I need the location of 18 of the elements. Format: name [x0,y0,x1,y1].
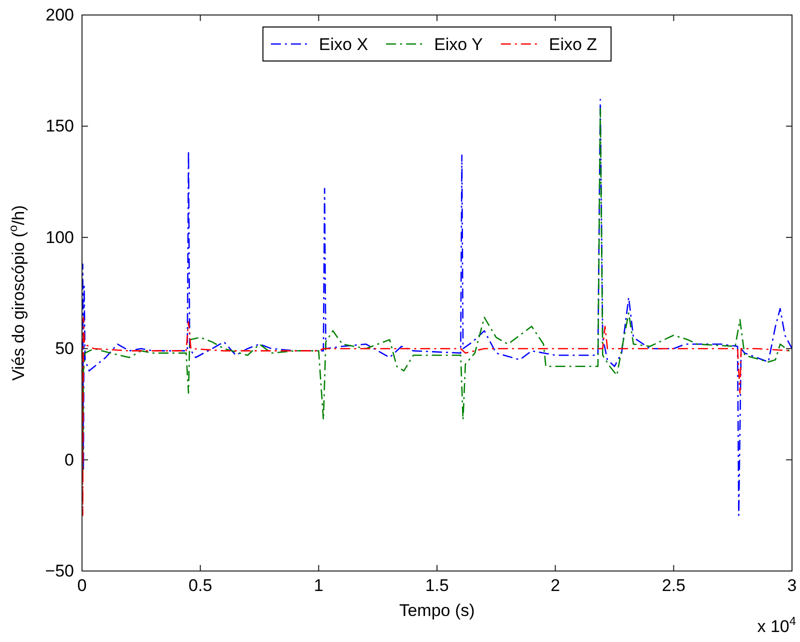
y-tick-label: 200 [46,5,74,24]
x-tick-label: 1 [314,576,324,596]
x-tick-label: 3 [787,576,797,596]
x-tick-label: 2 [550,576,560,596]
y-tick-label: 100 [46,228,74,247]
x-axis-title: Tempo (s) [399,601,475,620]
x-tick-label: 2.5 [662,576,686,596]
legend-label: Eixo Y [434,35,483,54]
legend-label: Eixo Z [548,35,598,54]
text: x 10$^{4}$ [757,614,796,636]
y-tick-label: −50 [45,561,74,580]
x-tick-label: 0.5 [188,576,212,596]
y-tick-label: 150 [46,116,74,136]
x-tick-label: 0 [77,576,87,596]
legend-label: Eixo X [318,35,368,54]
y-tick-label: 50 [55,339,74,358]
x-tick-label: 1.5 [425,576,449,596]
y-tick-label: 0 [64,450,74,470]
